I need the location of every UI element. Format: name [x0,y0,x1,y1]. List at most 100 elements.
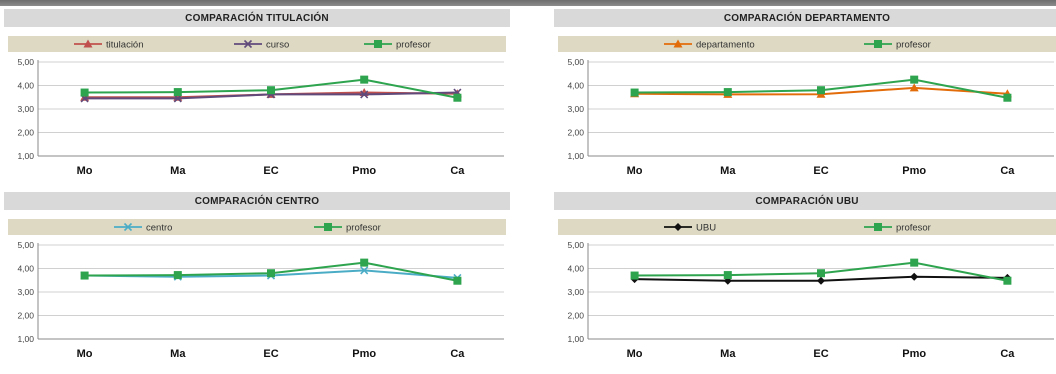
legend-marker [674,223,682,231]
legend-background [558,36,1056,52]
legend-marker [374,40,382,48]
legend-entry: UBU [664,223,716,234]
legend-entry: profesor [364,40,431,51]
legend-entry: departamento [664,39,755,51]
data-point [360,90,369,99]
x-tick-label: EC [263,165,278,177]
y-tick-label: 3,00 [17,287,34,297]
data-point [910,75,919,84]
data-point [173,271,182,280]
x-tick-label: Ca [450,348,465,360]
legend-entry: profesor [864,40,931,51]
x-tick-label: Ma [720,165,736,177]
x-tick-label: EC [813,165,828,177]
data-point [173,94,182,103]
data-point [80,88,89,97]
legend-marker [673,39,683,48]
y-tick-label: 5,00 [17,240,34,250]
gridlines [38,244,504,340]
data-point [630,271,639,280]
x-tick-label: Pmo [902,348,926,360]
gridlines [588,244,1054,340]
x-tick-label: EC [263,348,278,360]
series-profesor [630,258,1012,285]
legend-marker [324,223,332,231]
y-tick-label: 3,00 [567,287,584,297]
data-point [453,276,462,285]
data-point [267,269,275,278]
x-tick-label: Pmo [902,165,926,177]
data-point [360,258,369,267]
y-tick-label: 4,00 [17,81,34,91]
legend-entry: profesor [864,223,931,234]
data-point [1003,276,1012,285]
legend-entry: centro [114,223,172,234]
legend-label: profesor [396,40,431,51]
data-point [723,271,732,280]
y-tick-label: 2,00 [567,311,584,321]
legend-label: departamento [696,40,755,51]
y-tick-label: 1,00 [567,334,584,344]
gridlines [38,61,504,157]
data-point [453,93,462,102]
line-chart: departamento profesor 1,00 2,00 3,00 4,00 5,00… [567,39,1054,177]
chart-panel-titulacion: COMPARACIÓN TITULACIÓN titulación curso pr… [4,6,510,182]
data-point [910,272,919,281]
y-tick-label: 1,00 [17,151,34,161]
legend-background [558,219,1056,235]
chart-title: COMPARACIÓN DEPARTAMENTO [554,9,1056,27]
x-tick-label: Mo [77,348,93,360]
y-tick-label: 2,00 [567,128,584,138]
top-window-bar [0,0,1056,6]
gridlines [588,61,1054,157]
x-tick-label: Ca [1000,348,1015,360]
legend-marker [83,39,93,48]
data-point [360,266,369,275]
y-tick-label: 1,00 [567,151,584,161]
legend: titulación curso profesor [74,39,431,51]
data-point [173,88,182,97]
line-chart: UBU profesor 1,00 2,00 3,00 4,00 5,00 Mo Ma EC Pmo… [567,223,1054,360]
x-tick-label: Mo [77,165,93,177]
chart-title: COMPARACIÓN TITULACIÓN [4,9,510,27]
legend-background [8,219,506,235]
y-tick-label: 4,00 [567,264,584,274]
data-point [817,86,825,95]
x-tick-label: Mo [627,165,643,177]
x-tick-label: Ma [170,348,186,360]
chart-title: COMPARACIÓN UBU [554,192,1056,210]
legend-entry: titulación [74,39,144,51]
data-point [723,88,732,97]
data-point [1003,93,1012,102]
x-tick-label: Mo [627,348,643,360]
legend-marker [874,40,882,48]
legend-label: profesor [346,223,381,234]
legend-marker [243,39,253,49]
data-point [360,75,369,84]
legend-marker [874,223,882,231]
y-tick-label: 5,00 [17,57,34,67]
y-tick-label: 5,00 [567,57,584,67]
series-profesor [80,258,462,285]
y-tick-label: 3,00 [17,104,34,114]
x-tick-label: Ma [170,165,186,177]
x-tick-label: Pmo [352,348,376,360]
chart-panel-ubu: COMPARACIÓN UBU UBU profesor 1,00 2,00 3,00 4… [554,189,1056,365]
legend-label: profesor [896,40,931,51]
x-tick-label: Ma [720,348,736,360]
x-tick-label: Ca [1000,165,1015,177]
x-tick-label: Pmo [352,165,376,177]
y-tick-label: 4,00 [17,264,34,274]
x-tick-label: Ca [450,165,465,177]
data-point [910,258,919,267]
y-tick-label: 1,00 [17,334,34,344]
legend: centro profesor [114,223,381,234]
line-chart: titulación curso profesor 1,00 2,00 3,00 4,00 5… [17,39,504,177]
legend-label: centro [146,223,172,234]
y-tick-label: 2,00 [17,311,34,321]
chart-panel-departamento: COMPARACIÓN DEPARTAMENTO departamento pro… [554,6,1056,182]
series-UBU [630,272,1012,285]
legend-label: profesor [896,223,931,234]
legend-entry: profesor [314,223,381,234]
x-tick-label: EC [813,348,828,360]
